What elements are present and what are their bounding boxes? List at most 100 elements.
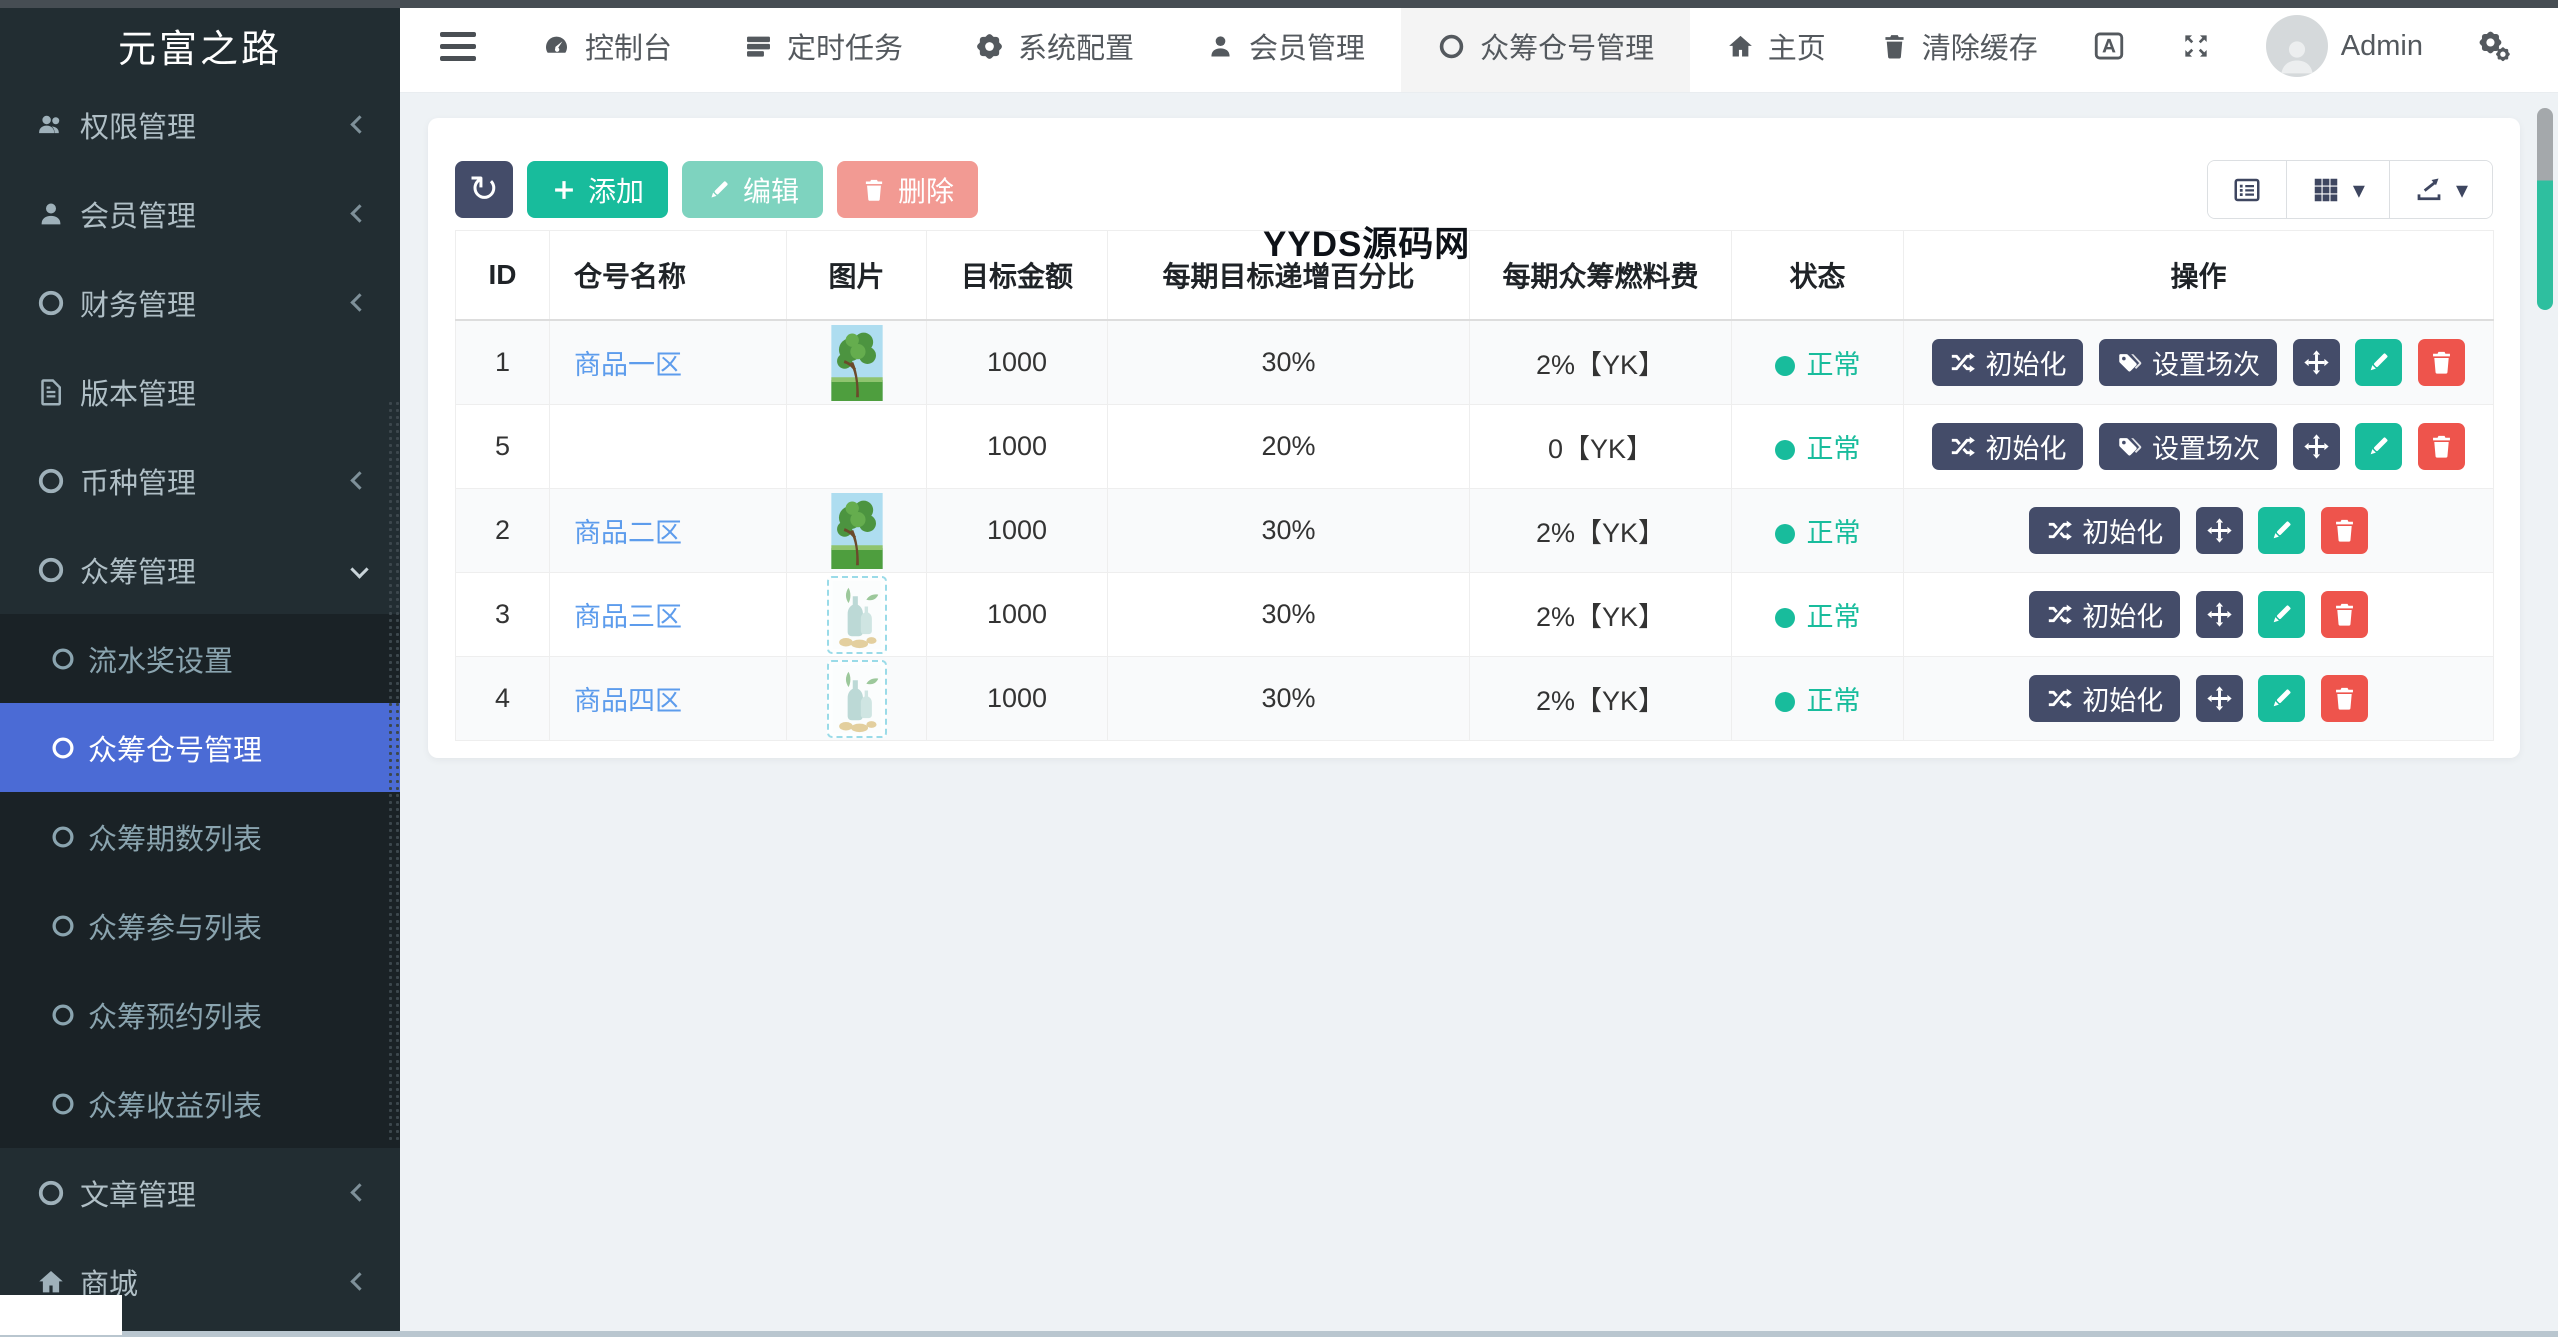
product-thumbnail[interactable] bbox=[826, 659, 887, 738]
user-icon bbox=[1206, 32, 1235, 61]
sidebar-item[interactable]: 权限管理 bbox=[0, 80, 400, 169]
columns-button[interactable]: ▾ bbox=[2285, 161, 2389, 218]
column-header[interactable]: 目标金额 bbox=[926, 230, 1108, 321]
export-button[interactable]: ▾ bbox=[2388, 161, 2492, 218]
edit-row-button[interactable] bbox=[2258, 591, 2306, 638]
user-icon bbox=[28, 199, 74, 229]
sidebar-item[interactable]: 版本管理 bbox=[0, 347, 400, 436]
sidebar-item[interactable]: 众筹管理 bbox=[0, 525, 400, 614]
init-button[interactable]: 初始化 bbox=[2029, 507, 2181, 554]
warehouse-name-link[interactable]: 商品三区 bbox=[574, 602, 682, 632]
move-button[interactable] bbox=[2195, 675, 2243, 722]
navbar-tab[interactable]: 会员管理 bbox=[1170, 0, 1401, 92]
scrollbar-thumb[interactable] bbox=[2537, 108, 2553, 310]
add-button[interactable]: 添加 bbox=[527, 161, 669, 218]
home-icon bbox=[28, 1267, 74, 1297]
refresh-button[interactable]: ↻ bbox=[455, 161, 513, 218]
cell-actions: 初始化 bbox=[1903, 656, 2494, 741]
sidebar-subitem[interactable]: 众筹收益列表 bbox=[0, 1059, 400, 1148]
trash-icon bbox=[1880, 32, 1909, 61]
trash-icon bbox=[2428, 433, 2455, 460]
warehouse-name-link[interactable]: 商品四区 bbox=[574, 686, 682, 716]
cell-increase-percent: 20% bbox=[1107, 404, 1470, 489]
chevron-left-icon bbox=[350, 1183, 369, 1202]
pencil-icon bbox=[706, 177, 732, 203]
column-header[interactable]: 每期目标递增百分比 bbox=[1107, 230, 1470, 321]
detail-view-button[interactable] bbox=[2207, 161, 2286, 218]
delete-row-button[interactable] bbox=[2320, 591, 2368, 638]
trash-icon bbox=[2331, 601, 2358, 628]
column-header[interactable]: 图片 bbox=[786, 230, 927, 321]
navbar-tab[interactable]: 系统配置 bbox=[939, 0, 1170, 92]
edit-row-button[interactable] bbox=[2258, 675, 2306, 722]
delete-row-button[interactable] bbox=[2417, 339, 2465, 386]
move-button[interactable] bbox=[2195, 507, 2243, 554]
chevron-left-icon bbox=[350, 204, 369, 223]
sidebar-subitem-active[interactable]: 众筹仓号管理 bbox=[0, 703, 400, 792]
column-header[interactable]: 仓号名称 bbox=[549, 230, 787, 321]
column-header[interactable]: 操作 bbox=[1903, 230, 2494, 321]
edit-button[interactable]: 编辑 bbox=[682, 161, 824, 218]
sidebar-subitem[interactable]: 众筹期数列表 bbox=[0, 792, 400, 881]
sidebar-scrollbar[interactable] bbox=[387, 400, 400, 1140]
edit-row-button[interactable] bbox=[2258, 507, 2306, 554]
delete-row-button[interactable] bbox=[2320, 675, 2368, 722]
sidebar-subitem[interactable]: 众筹参与列表 bbox=[0, 881, 400, 970]
delete-row-button[interactable] bbox=[2417, 423, 2465, 470]
column-header[interactable]: 每期众筹燃料费 bbox=[1469, 230, 1732, 321]
init-button[interactable]: 初始化 bbox=[1932, 423, 2084, 470]
sidebar-item[interactable]: 币种管理 bbox=[0, 436, 400, 525]
product-thumbnail[interactable] bbox=[826, 575, 887, 654]
edit-row-button[interactable] bbox=[2355, 339, 2403, 386]
delete-button[interactable]: 删除 bbox=[837, 161, 979, 218]
user-menu[interactable]: Admin bbox=[2239, 0, 2450, 92]
navbar-tab[interactable]: 控制台 bbox=[506, 0, 708, 92]
sidebar-item[interactable]: 文章管理 bbox=[0, 1148, 400, 1237]
delete-row-button[interactable] bbox=[2320, 507, 2368, 554]
init-button[interactable]: 初始化 bbox=[2029, 675, 2181, 722]
app-title: 元富之路 bbox=[117, 28, 282, 71]
home-link[interactable]: 主页 bbox=[1699, 0, 1853, 92]
pencil-icon bbox=[2365, 349, 2392, 376]
set-session-button[interactable]: 设置场次 bbox=[2098, 339, 2277, 386]
export-icon bbox=[2414, 175, 2444, 205]
dashboard-icon bbox=[542, 32, 571, 61]
cell-status: 正常 bbox=[1731, 319, 1904, 405]
warehouse-name-link[interactable]: 商品二区 bbox=[574, 518, 682, 548]
status-dot-icon bbox=[1774, 524, 1795, 544]
move-button[interactable] bbox=[2292, 423, 2340, 470]
fullscreen-button[interactable] bbox=[2153, 0, 2239, 92]
status-badge: 正常 bbox=[1806, 434, 1861, 464]
move-button[interactable] bbox=[2195, 591, 2243, 638]
product-thumbnail[interactable] bbox=[830, 492, 884, 569]
cell-increase-percent: 30% bbox=[1107, 572, 1470, 657]
translate-icon bbox=[2092, 29, 2126, 63]
sidebar-item[interactable]: 财务管理 bbox=[0, 258, 400, 347]
edit-row-button[interactable] bbox=[2355, 423, 2403, 470]
language-button[interactable] bbox=[2065, 0, 2153, 92]
cell-increase-percent: 30% bbox=[1107, 488, 1470, 573]
navbar-tab[interactable]: 众筹仓号管理 bbox=[1401, 0, 1691, 92]
product-thumbnail[interactable] bbox=[830, 324, 884, 401]
sidebar-subitem[interactable]: 众筹预约列表 bbox=[0, 970, 400, 1059]
status-badge: 正常 bbox=[1806, 350, 1861, 380]
init-button[interactable]: 初始化 bbox=[2029, 591, 2181, 638]
sidebar-item[interactable]: 会员管理 bbox=[0, 169, 400, 258]
clear-cache-link[interactable]: 清除缓存 bbox=[1853, 0, 2065, 92]
caret-down-icon: ▾ bbox=[2352, 175, 2365, 204]
column-header[interactable]: ID bbox=[455, 230, 550, 321]
cell-warehouse-name bbox=[549, 404, 787, 489]
move-button[interactable] bbox=[2292, 339, 2340, 386]
cell-fuel-fee: 2%【YK】 bbox=[1469, 319, 1732, 405]
settings-button[interactable] bbox=[2450, 0, 2538, 92]
sidebar-subitem[interactable]: 流水奖设置 bbox=[0, 614, 400, 703]
status-dot-icon bbox=[1774, 608, 1795, 628]
init-button[interactable]: 初始化 bbox=[1932, 339, 2084, 386]
set-session-button[interactable]: 设置场次 bbox=[2098, 423, 2277, 470]
column-header[interactable]: 状态 bbox=[1731, 230, 1904, 321]
navbar-right: 主页 清除缓存 Admin bbox=[1699, 0, 2558, 92]
chevron-down-icon bbox=[350, 560, 369, 579]
navbar-tab[interactable]: 定时任务 bbox=[708, 0, 939, 92]
hamburger-icon[interactable] bbox=[400, 0, 506, 92]
warehouse-name-link[interactable]: 商品一区 bbox=[574, 350, 682, 380]
